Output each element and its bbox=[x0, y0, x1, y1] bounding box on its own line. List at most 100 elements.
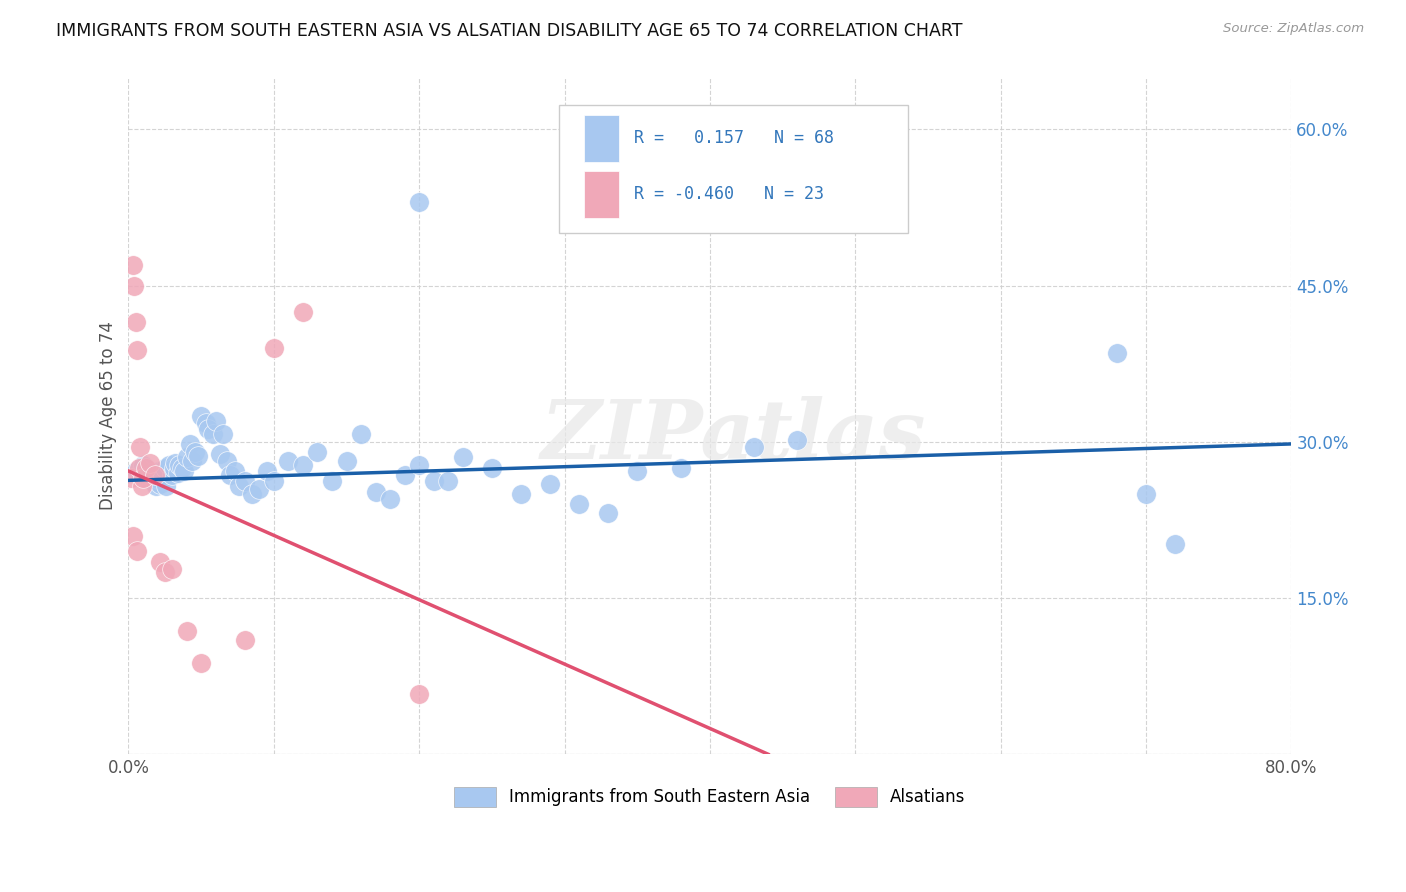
Point bbox=[786, 433, 808, 447]
Point bbox=[263, 475, 285, 489]
Point bbox=[394, 468, 416, 483]
FancyBboxPatch shape bbox=[558, 104, 908, 233]
Point bbox=[153, 461, 176, 475]
Point bbox=[247, 482, 270, 496]
Point bbox=[143, 468, 166, 483]
Point bbox=[184, 445, 207, 459]
Point bbox=[135, 471, 157, 485]
Point bbox=[149, 555, 172, 569]
Point bbox=[176, 624, 198, 639]
Point bbox=[129, 440, 152, 454]
Point bbox=[162, 461, 184, 475]
Text: R = -0.460   N = 23: R = -0.460 N = 23 bbox=[634, 185, 824, 202]
Point bbox=[209, 447, 232, 461]
Point bbox=[233, 475, 256, 489]
Point bbox=[121, 528, 143, 542]
Point bbox=[408, 458, 430, 472]
Point bbox=[1135, 487, 1157, 501]
Point bbox=[145, 478, 167, 492]
Point bbox=[157, 458, 180, 472]
Point bbox=[173, 464, 195, 478]
Point bbox=[169, 458, 191, 472]
Point bbox=[153, 565, 176, 579]
Point bbox=[143, 475, 166, 489]
Point bbox=[291, 458, 314, 472]
Point bbox=[141, 468, 163, 483]
Point bbox=[128, 461, 150, 475]
Text: ZIPatlas: ZIPatlas bbox=[540, 396, 927, 476]
Point bbox=[423, 475, 446, 489]
Point bbox=[568, 497, 591, 511]
Point bbox=[335, 453, 357, 467]
Point bbox=[481, 461, 503, 475]
Text: Source: ZipAtlas.com: Source: ZipAtlas.com bbox=[1223, 22, 1364, 36]
Bar bbox=[585, 115, 619, 162]
Point bbox=[194, 416, 217, 430]
Point bbox=[307, 445, 329, 459]
Point bbox=[291, 304, 314, 318]
Bar bbox=[585, 171, 619, 219]
Point bbox=[187, 450, 209, 464]
Point bbox=[669, 461, 692, 475]
Point bbox=[277, 453, 299, 467]
Point bbox=[240, 487, 263, 501]
Point bbox=[321, 475, 343, 489]
Point bbox=[181, 453, 204, 467]
Point bbox=[127, 544, 149, 558]
Point bbox=[190, 656, 212, 670]
Point bbox=[132, 471, 155, 485]
Point bbox=[378, 492, 401, 507]
Point bbox=[146, 472, 169, 486]
Point bbox=[1105, 346, 1128, 360]
Point bbox=[510, 487, 533, 501]
Point bbox=[256, 464, 278, 478]
Point bbox=[1164, 537, 1187, 551]
Point bbox=[127, 343, 149, 358]
Point bbox=[217, 453, 239, 467]
Point bbox=[139, 456, 162, 470]
Point bbox=[197, 422, 219, 436]
Y-axis label: Disability Age 65 to 74: Disability Age 65 to 74 bbox=[100, 321, 117, 510]
Point bbox=[163, 456, 186, 470]
Legend: Immigrants from South Eastern Asia, Alsatians: Immigrants from South Eastern Asia, Alsa… bbox=[447, 780, 973, 814]
Point bbox=[155, 478, 177, 492]
Point bbox=[201, 426, 224, 441]
Point bbox=[228, 478, 250, 492]
Point bbox=[149, 476, 172, 491]
Point bbox=[538, 476, 561, 491]
Point bbox=[598, 506, 620, 520]
Point bbox=[364, 484, 387, 499]
Point bbox=[408, 195, 430, 210]
Point bbox=[408, 687, 430, 701]
Point bbox=[167, 466, 190, 480]
Point bbox=[125, 315, 148, 329]
Point bbox=[160, 468, 183, 483]
Point bbox=[139, 466, 162, 480]
Point bbox=[160, 562, 183, 576]
Point bbox=[224, 464, 246, 478]
Point bbox=[131, 478, 153, 492]
Point bbox=[190, 409, 212, 423]
Point bbox=[135, 461, 157, 475]
Point bbox=[121, 258, 143, 272]
Point bbox=[451, 450, 474, 465]
Point bbox=[233, 632, 256, 647]
Point bbox=[120, 471, 142, 485]
Point bbox=[132, 458, 155, 472]
Point bbox=[219, 468, 242, 483]
Point bbox=[263, 341, 285, 355]
Point bbox=[212, 426, 235, 441]
Point bbox=[124, 278, 146, 293]
Point bbox=[204, 414, 226, 428]
Point bbox=[350, 426, 373, 441]
Point bbox=[152, 468, 174, 483]
Point bbox=[172, 461, 194, 475]
Point bbox=[176, 450, 198, 465]
Point bbox=[626, 464, 648, 478]
Text: R =   0.157   N = 68: R = 0.157 N = 68 bbox=[634, 129, 834, 147]
Point bbox=[148, 464, 170, 478]
Point bbox=[437, 475, 460, 489]
Point bbox=[742, 440, 765, 454]
Point bbox=[179, 437, 201, 451]
Point bbox=[125, 464, 148, 478]
